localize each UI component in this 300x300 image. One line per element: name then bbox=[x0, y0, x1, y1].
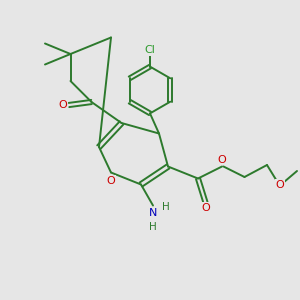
Text: H: H bbox=[162, 202, 170, 212]
Text: O: O bbox=[202, 202, 211, 213]
Text: Cl: Cl bbox=[145, 45, 155, 55]
Text: N: N bbox=[149, 208, 157, 218]
Text: O: O bbox=[58, 100, 68, 110]
Text: O: O bbox=[275, 179, 284, 190]
Text: O: O bbox=[106, 176, 116, 186]
Text: H: H bbox=[149, 222, 157, 232]
Text: O: O bbox=[218, 155, 226, 165]
